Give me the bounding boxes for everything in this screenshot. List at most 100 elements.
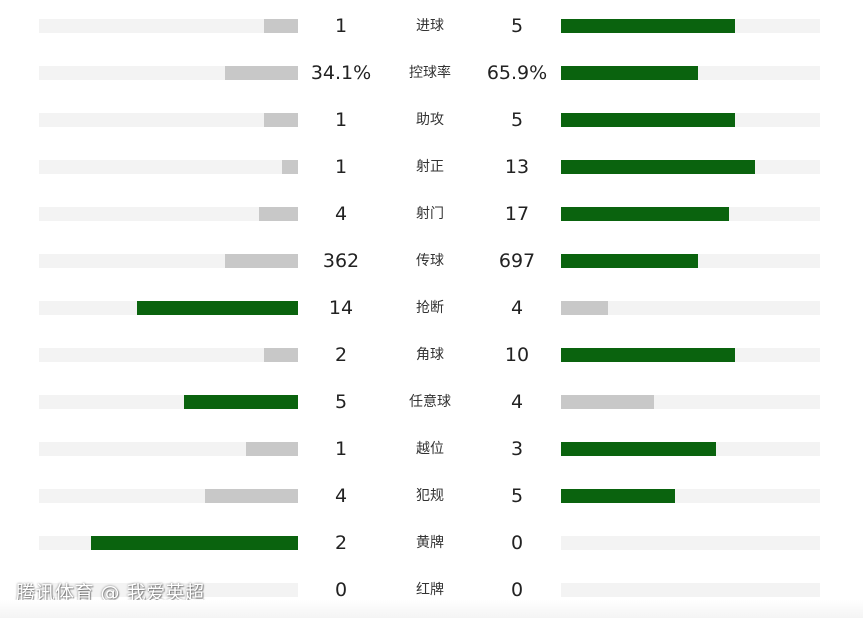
left-bar-track xyxy=(39,19,298,33)
right-value: 13 xyxy=(504,156,530,178)
left-bar-track xyxy=(39,442,298,456)
stat-label: 进球 xyxy=(416,18,444,34)
left-bar-track xyxy=(39,254,298,268)
left-value: 5 xyxy=(334,391,348,413)
stat-row: 1 助攻 5 xyxy=(0,97,863,143)
left-value: 1 xyxy=(334,15,348,37)
right-bar xyxy=(561,442,716,456)
right-bar-track xyxy=(561,113,820,127)
left-bar xyxy=(184,395,298,409)
left-bar-track xyxy=(39,583,298,597)
left-value: 1 xyxy=(334,438,348,460)
left-bar-track xyxy=(39,395,298,409)
right-bar xyxy=(561,301,608,315)
right-value: 4 xyxy=(510,297,524,319)
stat-row: 4 犯规 5 xyxy=(0,473,863,519)
stat-row: 14 抢断 4 xyxy=(0,285,863,331)
left-bar xyxy=(264,113,298,127)
right-bar-track xyxy=(561,254,820,268)
right-bar-track xyxy=(561,583,820,597)
stat-row: 2 黄牌 0 xyxy=(0,520,863,566)
stat-label: 犯规 xyxy=(416,488,444,504)
right-bar-track xyxy=(561,348,820,362)
left-bar-track xyxy=(39,113,298,127)
right-bar xyxy=(561,66,698,80)
right-value: 5 xyxy=(510,485,524,507)
right-bar-track xyxy=(561,160,820,174)
left-bar xyxy=(282,160,298,174)
right-bar xyxy=(561,254,698,268)
right-value: 5 xyxy=(510,15,524,37)
left-value: 1 xyxy=(334,109,348,131)
left-value: 1 xyxy=(334,156,348,178)
right-bar-track xyxy=(561,207,820,221)
left-bar xyxy=(137,301,298,315)
stat-row: 362 传球 697 xyxy=(0,238,863,284)
bottom-fade xyxy=(0,600,863,618)
left-bar-track xyxy=(39,66,298,80)
left-value: 14 xyxy=(328,297,354,319)
stat-row: 4 射门 17 xyxy=(0,191,863,237)
left-bar-track xyxy=(39,207,298,221)
right-bar xyxy=(561,19,735,33)
left-bar xyxy=(246,442,298,456)
stat-label: 抢断 xyxy=(416,300,444,316)
stat-row: 5 任意球 4 xyxy=(0,379,863,425)
right-bar-track xyxy=(561,19,820,33)
watermark: 腾讯体育 @ 我爱英超 xyxy=(16,582,205,604)
right-value: 697 xyxy=(498,250,536,272)
stat-label: 传球 xyxy=(416,253,444,269)
right-value: 3 xyxy=(510,438,524,460)
right-bar xyxy=(561,395,654,409)
stat-row: 0 红牌 0 xyxy=(0,567,863,613)
stat-label: 角球 xyxy=(416,347,444,363)
stat-row: 1 进球 5 xyxy=(0,3,863,49)
right-value: 65.9% xyxy=(486,62,548,84)
left-value: 4 xyxy=(334,203,348,225)
left-value: 2 xyxy=(334,532,348,554)
stat-label: 控球率 xyxy=(409,65,451,81)
stat-label: 红牌 xyxy=(416,582,444,598)
stat-row: 34.1% 控球率 65.9% xyxy=(0,50,863,96)
right-bar xyxy=(561,489,675,503)
right-value: 10 xyxy=(504,344,530,366)
left-bar-track xyxy=(39,536,298,550)
right-value: 0 xyxy=(510,579,524,601)
left-value: 34.1% xyxy=(310,62,372,84)
right-value: 0 xyxy=(510,532,524,554)
left-bar-track xyxy=(39,301,298,315)
right-bar-track xyxy=(561,301,820,315)
left-bar xyxy=(225,66,298,80)
left-bar-track xyxy=(39,489,298,503)
right-value: 17 xyxy=(504,203,530,225)
left-value: 4 xyxy=(334,485,348,507)
right-bar-track xyxy=(561,395,820,409)
left-bar xyxy=(91,536,298,550)
left-bar xyxy=(259,207,298,221)
stat-label: 任意球 xyxy=(409,394,451,410)
left-bar xyxy=(264,19,298,33)
left-bar xyxy=(205,489,298,503)
stat-label: 射门 xyxy=(416,206,444,222)
right-bar-track xyxy=(561,66,820,80)
right-bar xyxy=(561,113,735,127)
right-bar-track xyxy=(561,442,820,456)
right-bar-track xyxy=(561,489,820,503)
right-bar xyxy=(561,160,755,174)
right-bar-track xyxy=(561,536,820,550)
stat-row: 1 越位 3 xyxy=(0,426,863,472)
left-bar xyxy=(225,254,298,268)
right-value: 4 xyxy=(510,391,524,413)
right-value: 5 xyxy=(510,109,524,131)
stat-row: 2 角球 10 xyxy=(0,332,863,378)
stat-label: 越位 xyxy=(416,441,444,457)
stat-label: 射正 xyxy=(416,159,444,175)
left-bar xyxy=(264,348,298,362)
right-bar xyxy=(561,207,729,221)
stat-row: 1 射正 13 xyxy=(0,144,863,190)
left-bar-track xyxy=(39,160,298,174)
stat-label: 黄牌 xyxy=(416,535,444,551)
stat-label: 助攻 xyxy=(416,112,444,128)
right-bar xyxy=(561,348,735,362)
